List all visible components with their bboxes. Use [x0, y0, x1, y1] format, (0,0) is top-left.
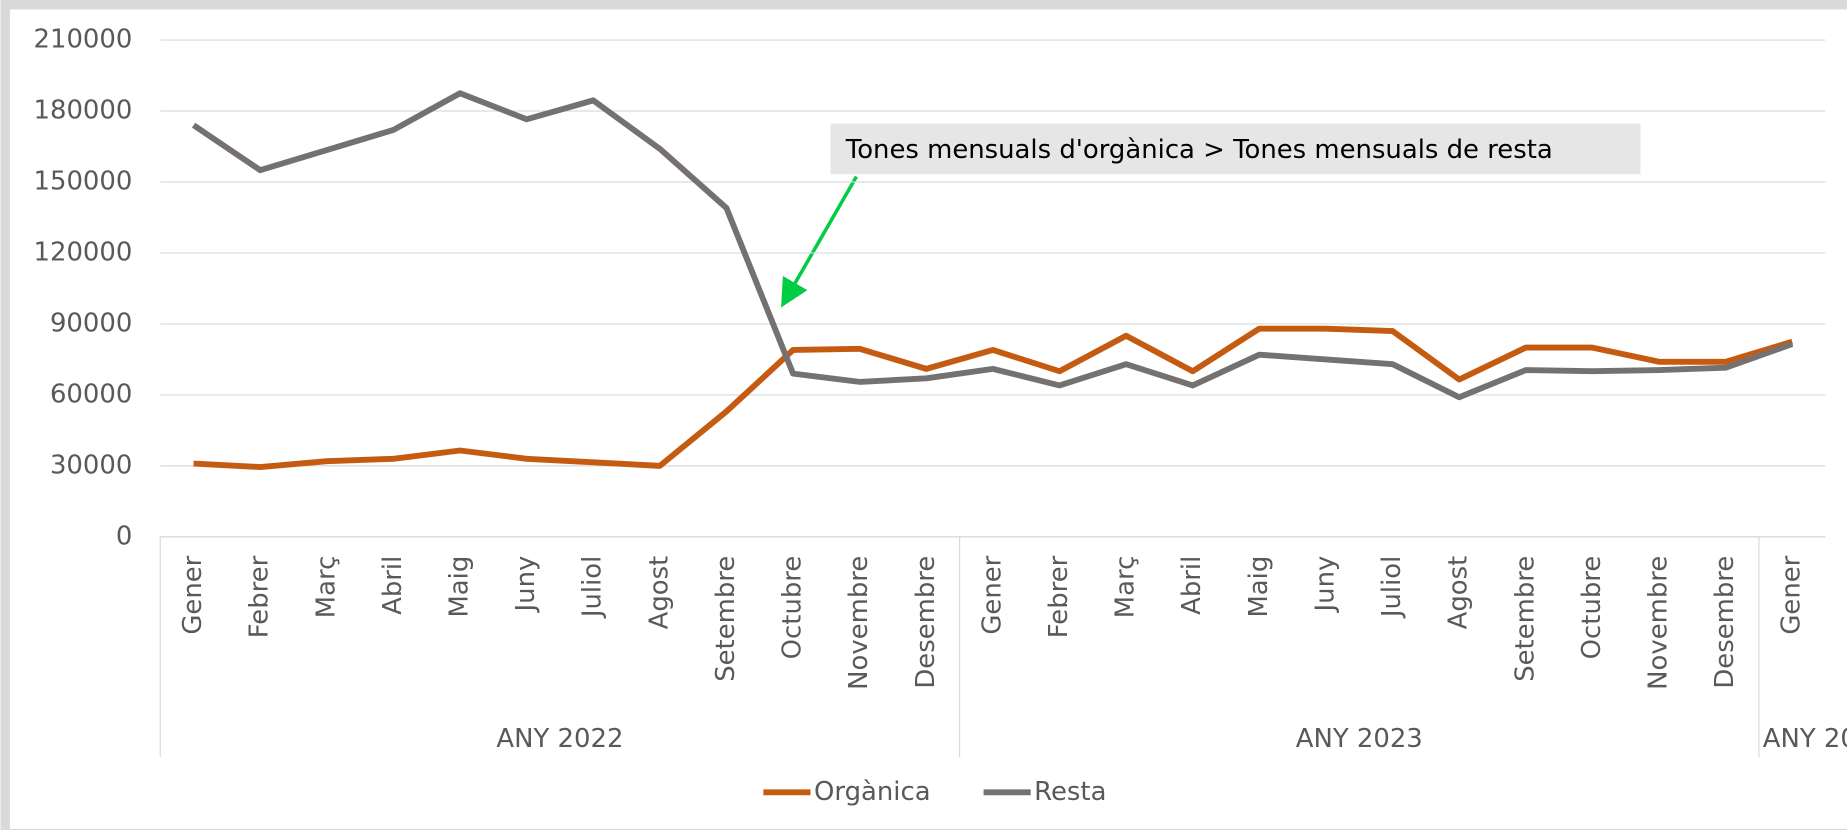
y-tick-label: 60000 [50, 379, 132, 409]
x-tick-label: Maig [1244, 556, 1274, 618]
x-tick-label: Agost [644, 556, 674, 630]
x-tick-label: Abril [1177, 556, 1207, 615]
annotation-box [830, 123, 1641, 175]
y-tick-label: 210000 [34, 25, 133, 55]
legend-label: Resta [1034, 777, 1106, 807]
x-tick-label: Desembre [911, 556, 941, 689]
x-tick-label: Octubre [1577, 556, 1607, 660]
x-tick-label: Juny [1310, 556, 1340, 614]
x-tick-label: Abril [378, 556, 408, 615]
x-tick-label: Gener [1777, 555, 1807, 634]
y-tick-label: 150000 [34, 166, 133, 196]
x-tick-label: Gener [977, 555, 1007, 634]
annotation-arrow [781, 175, 858, 308]
x-tick-label: Juliol [1377, 556, 1407, 619]
x-tick-label: Maig [445, 556, 475, 618]
y-tick-label: 90000 [50, 308, 132, 338]
x-tick-label: Agost [1444, 556, 1474, 630]
legend-label: Orgànica [814, 777, 931, 807]
x-tick-label: Gener [178, 555, 208, 634]
x-tick-label: Juny [511, 556, 541, 614]
group-label: ANY 2023 [1296, 724, 1423, 754]
series-line [193, 325, 1794, 471]
x-tick-label: Febrer [245, 555, 275, 638]
x-tick-label: Febrer [1044, 555, 1074, 638]
annotation: Tones mensuals d'orgànica > Tones mensua… [845, 135, 1553, 165]
y-tick-label: 0 [116, 521, 132, 551]
x-tick-label: Desembre [1710, 556, 1740, 689]
x-tick-label: Setembre [1510, 556, 1540, 682]
x-tick-label: Novembre [1644, 556, 1674, 690]
x-tick-label: Març [311, 556, 341, 619]
x-tick-label: Octubre [778, 556, 808, 660]
y-tick-label: 180000 [34, 96, 133, 126]
group-label: ANY 2024 [1763, 724, 1847, 754]
x-tick-label: Novembre [844, 556, 874, 690]
x-tick-label: Març [1111, 556, 1141, 619]
y-tick-label: 30000 [50, 450, 132, 480]
x-tick-label: Juliol [578, 556, 608, 619]
series-line [191, 90, 1794, 401]
group-label: ANY 2022 [496, 724, 623, 754]
y-tick-label: 120000 [34, 237, 133, 267]
x-tick-label: Setembre [711, 556, 741, 682]
